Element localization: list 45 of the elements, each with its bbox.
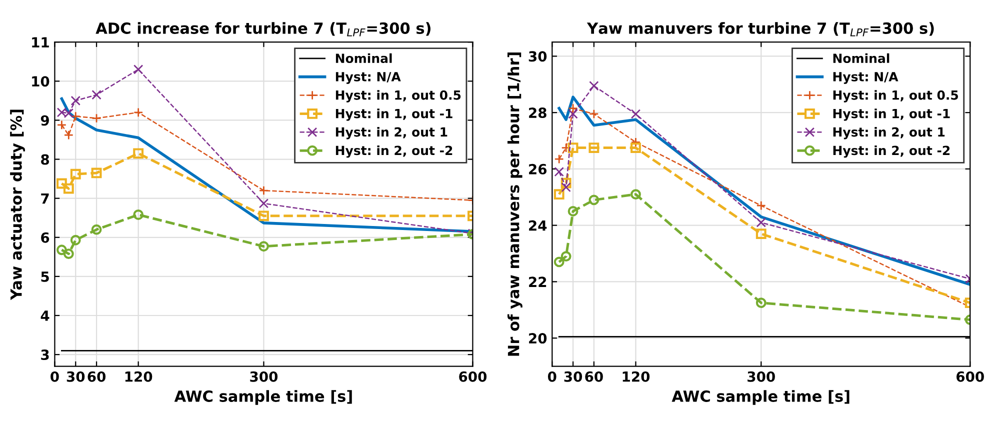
x-axis-title: AWC sample time [s]	[174, 390, 352, 405]
y-tick-label: 7	[41, 193, 49, 204]
x-tick-label: 0	[50, 371, 59, 382]
x-tick-label: 30	[564, 371, 582, 382]
legend-label: Hyst: in 1, out 0.5	[336, 90, 461, 102]
y-tick-label: 26	[529, 164, 547, 174]
x-tick-label: 60	[88, 371, 106, 382]
legend-label: Nominal	[336, 53, 392, 64]
x-tick-label: 120	[622, 371, 650, 382]
y-tick-label: 11	[32, 37, 49, 48]
legend-label: Hyst: N/A	[833, 72, 898, 84]
x-tick-label: 600	[956, 371, 984, 382]
y-tick-label: 3	[41, 350, 49, 360]
legend-label: Hyst: in 1, out 0.5	[833, 90, 958, 102]
x-tick-label: 60	[585, 371, 603, 382]
y-tick-label: 20	[529, 333, 547, 344]
legend-label: Hyst: in 2, out -2	[833, 145, 950, 158]
y-tick-label: 10	[32, 76, 50, 87]
legend-label: Hyst: in 1, out -1	[833, 108, 950, 121]
chart-title: ADC increase for turbine 7 (T$_{LPF}$=300 s)	[96, 22, 430, 36]
x-tick-label: 30	[66, 371, 85, 382]
legend-label: Hyst: in 2, out 1	[336, 127, 448, 140]
y-axis-title: Yaw actuator duty [%]	[10, 110, 25, 300]
legend-label: Nominal	[833, 53, 890, 64]
y-tick-label: 4	[40, 310, 50, 321]
legend-label: Hyst: in 2, out -2	[336, 145, 452, 158]
x-axis-title: AWC sample time [s]	[672, 390, 850, 405]
chart-title: Yaw manuvers for turbine 7 (T$_{LPF}$=300 s)	[586, 22, 934, 36]
legend-label: Hyst: in 2, out 1	[833, 127, 945, 140]
legend-label: Hyst: in 1, out -1	[336, 108, 452, 121]
y-tick-label: 24	[529, 220, 547, 231]
x-tick-label: 300	[250, 371, 278, 382]
y-tick-label: 5	[41, 272, 49, 282]
y-tick-label: 9	[40, 115, 49, 126]
x-tick-label: 120	[125, 371, 152, 382]
y-tick-label: 6	[41, 232, 50, 243]
x-tick-label: 600	[459, 371, 487, 382]
x-tick-label: 300	[748, 371, 775, 382]
y-tick-label: 28	[529, 108, 546, 118]
x-tick-label: 0	[548, 371, 556, 382]
legend-label: Hyst: N/A	[336, 72, 401, 84]
y-tick-label: 30	[528, 51, 547, 62]
y-axis-title: Nr of yaw manuvers per hour [1/hr]	[507, 52, 522, 356]
y-tick-label: 8	[41, 154, 49, 165]
y-tick-label: 22	[529, 276, 546, 287]
